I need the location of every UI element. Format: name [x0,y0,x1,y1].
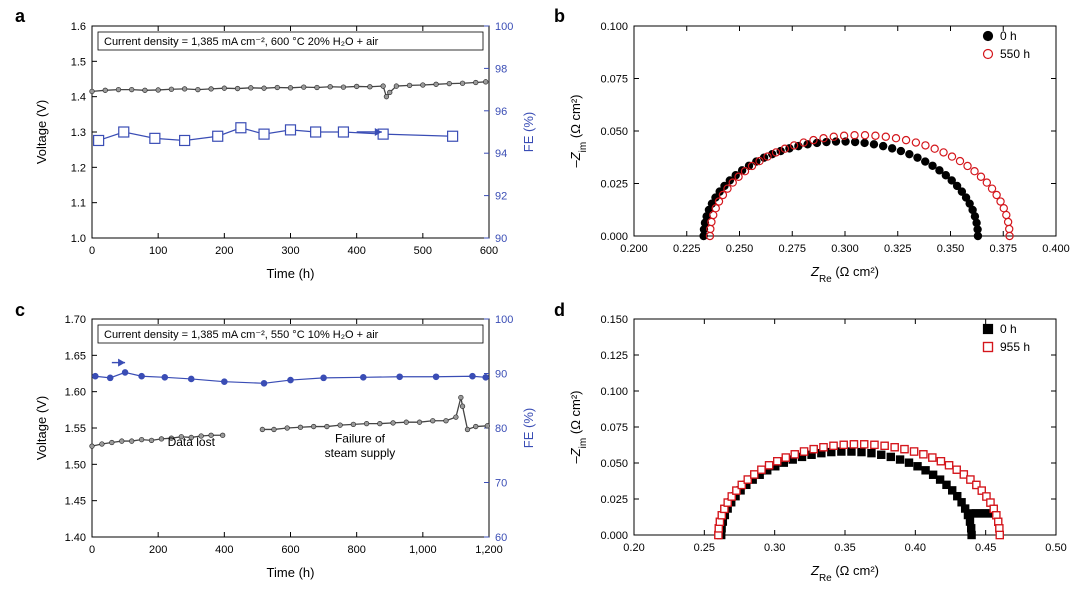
panel-c-svg: 0 200 400 600 800 1,000 1,200 1.40 1.45 1.50 1.55 1… [30,305,545,583]
svg-text:400: 400 [347,245,365,257]
svg-text:1.70: 1.70 [65,314,86,326]
panel-a-svg: 0 100 200 300 400 500 600 1.0 1.1 1.2 1.3 1.4 1.5 1.6… [30,12,545,284]
svg-text:60: 60 [495,532,507,544]
svg-text:400: 400 [215,544,233,556]
svg-text:80: 80 [495,423,507,435]
svg-text:0.100: 0.100 [600,386,628,398]
svg-text:Time (h): Time (h) [267,565,315,580]
panel-letter-c: c [15,300,25,321]
svg-text:1.3: 1.3 [71,127,86,139]
svg-text:FE (%): FE (%) [521,408,536,448]
svg-text:0.000: 0.000 [600,231,628,243]
svg-text:200: 200 [215,245,233,257]
svg-text:1.60: 1.60 [65,387,86,399]
svg-text:steam supply: steam supply [325,446,396,460]
svg-text:1.6: 1.6 [71,21,86,33]
svg-text:Voltage (V): Voltage (V) [34,396,49,460]
svg-text:92: 92 [495,191,507,203]
svg-text:1.40: 1.40 [65,532,86,544]
svg-text:600: 600 [480,245,498,257]
svg-text:Data lost: Data lost [168,435,216,449]
svg-text:0: 0 [89,245,95,257]
svg-text:0.350: 0.350 [937,243,965,255]
svg-text:1.1: 1.1 [71,198,86,210]
svg-text:96: 96 [495,106,507,118]
svg-text:0.20: 0.20 [623,542,644,554]
svg-text:0.125: 0.125 [600,350,628,362]
svg-text:100: 100 [149,245,167,257]
svg-text:0.35: 0.35 [834,542,855,554]
svg-text:0: 0 [89,544,95,556]
svg-text:FE (%): FE (%) [521,112,536,152]
panel-b-svg: 0.200 0.225 0.250 0.275 0.300 0.325 0.350 0.375… [560,12,1070,284]
svg-text:0.000: 0.000 [600,530,628,542]
svg-text:1,200: 1,200 [475,544,503,556]
svg-text:200: 200 [149,544,167,556]
svg-text:0.375: 0.375 [989,243,1017,255]
svg-text:0.200: 0.200 [620,243,648,255]
svg-text:1.2: 1.2 [71,162,86,174]
svg-text:Time (h): Time (h) [267,266,315,281]
svg-text:1.65: 1.65 [65,350,86,362]
svg-text:1.55: 1.55 [65,423,86,435]
svg-text:1,000: 1,000 [409,544,437,556]
svg-text:–Zim (Ω cm²): –Zim (Ω cm²) [568,390,589,463]
svg-text:0.025: 0.025 [600,179,628,191]
svg-text:Failure of: Failure of [335,432,386,446]
svg-text:0.250: 0.250 [726,243,754,255]
svg-text:ZRe (Ω cm²): ZRe (Ω cm²) [810,563,879,583]
svg-text:0.300: 0.300 [831,243,859,255]
svg-text:500: 500 [414,245,432,257]
svg-text:955 h: 955 h [1000,340,1030,354]
svg-text:70: 70 [495,478,507,490]
svg-text:100: 100 [495,314,513,326]
svg-text:Current density = 1,385 mA cm⁻: Current density = 1,385 mA cm⁻², 550 °C … [104,329,379,341]
svg-text:0.30: 0.30 [764,542,785,554]
svg-text:0 h: 0 h [1000,29,1017,43]
svg-text:90: 90 [495,369,507,381]
svg-text:1.50: 1.50 [65,459,86,471]
panel-d-svg: 0.20 0.25 0.30 0.35 0.40 0.45 0.50 0.000 0.025 0.… [560,305,1070,583]
figure-root: a b c d 01002003004005006001.01.11.21.31… [0,0,1080,591]
svg-text:0.225: 0.225 [673,243,701,255]
svg-text:0.075: 0.075 [600,74,628,86]
svg-text:–Zim (Ω cm²): –Zim (Ω cm²) [568,94,589,167]
svg-text:0.25: 0.25 [694,542,715,554]
svg-text:Current density = 1,385 mA cm⁻: Current density = 1,385 mA cm⁻², 600 °C … [104,36,379,48]
svg-text:Voltage (V): Voltage (V) [34,100,49,164]
svg-text:0.50: 0.50 [1045,542,1066,554]
svg-text:0.325: 0.325 [884,243,912,255]
svg-text:0.100: 0.100 [600,21,628,33]
svg-text:98: 98 [495,63,507,75]
svg-text:94: 94 [495,148,507,160]
svg-text:800: 800 [347,544,365,556]
svg-text:0.050: 0.050 [600,458,628,470]
panel-letter-a: a [15,6,25,27]
svg-text:0.400: 0.400 [1042,243,1070,255]
svg-text:550 h: 550 h [1000,47,1030,61]
svg-text:0.275: 0.275 [778,243,806,255]
svg-text:1.0: 1.0 [71,233,86,245]
svg-text:ZRe (Ω cm²): ZRe (Ω cm²) [810,264,879,284]
svg-text:1.5: 1.5 [71,56,86,68]
svg-text:300: 300 [281,245,299,257]
svg-text:1.45: 1.45 [65,496,86,508]
svg-text:100: 100 [495,21,513,33]
svg-text:0.150: 0.150 [600,314,628,326]
svg-text:0.45: 0.45 [975,542,996,554]
svg-text:0 h: 0 h [1000,322,1017,336]
svg-text:0.40: 0.40 [905,542,926,554]
svg-text:0.075: 0.075 [600,422,628,434]
svg-text:600: 600 [281,544,299,556]
svg-text:0.025: 0.025 [600,494,628,506]
svg-text:90: 90 [495,233,507,245]
svg-text:0.050: 0.050 [600,126,628,138]
svg-text:1.4: 1.4 [71,92,86,104]
